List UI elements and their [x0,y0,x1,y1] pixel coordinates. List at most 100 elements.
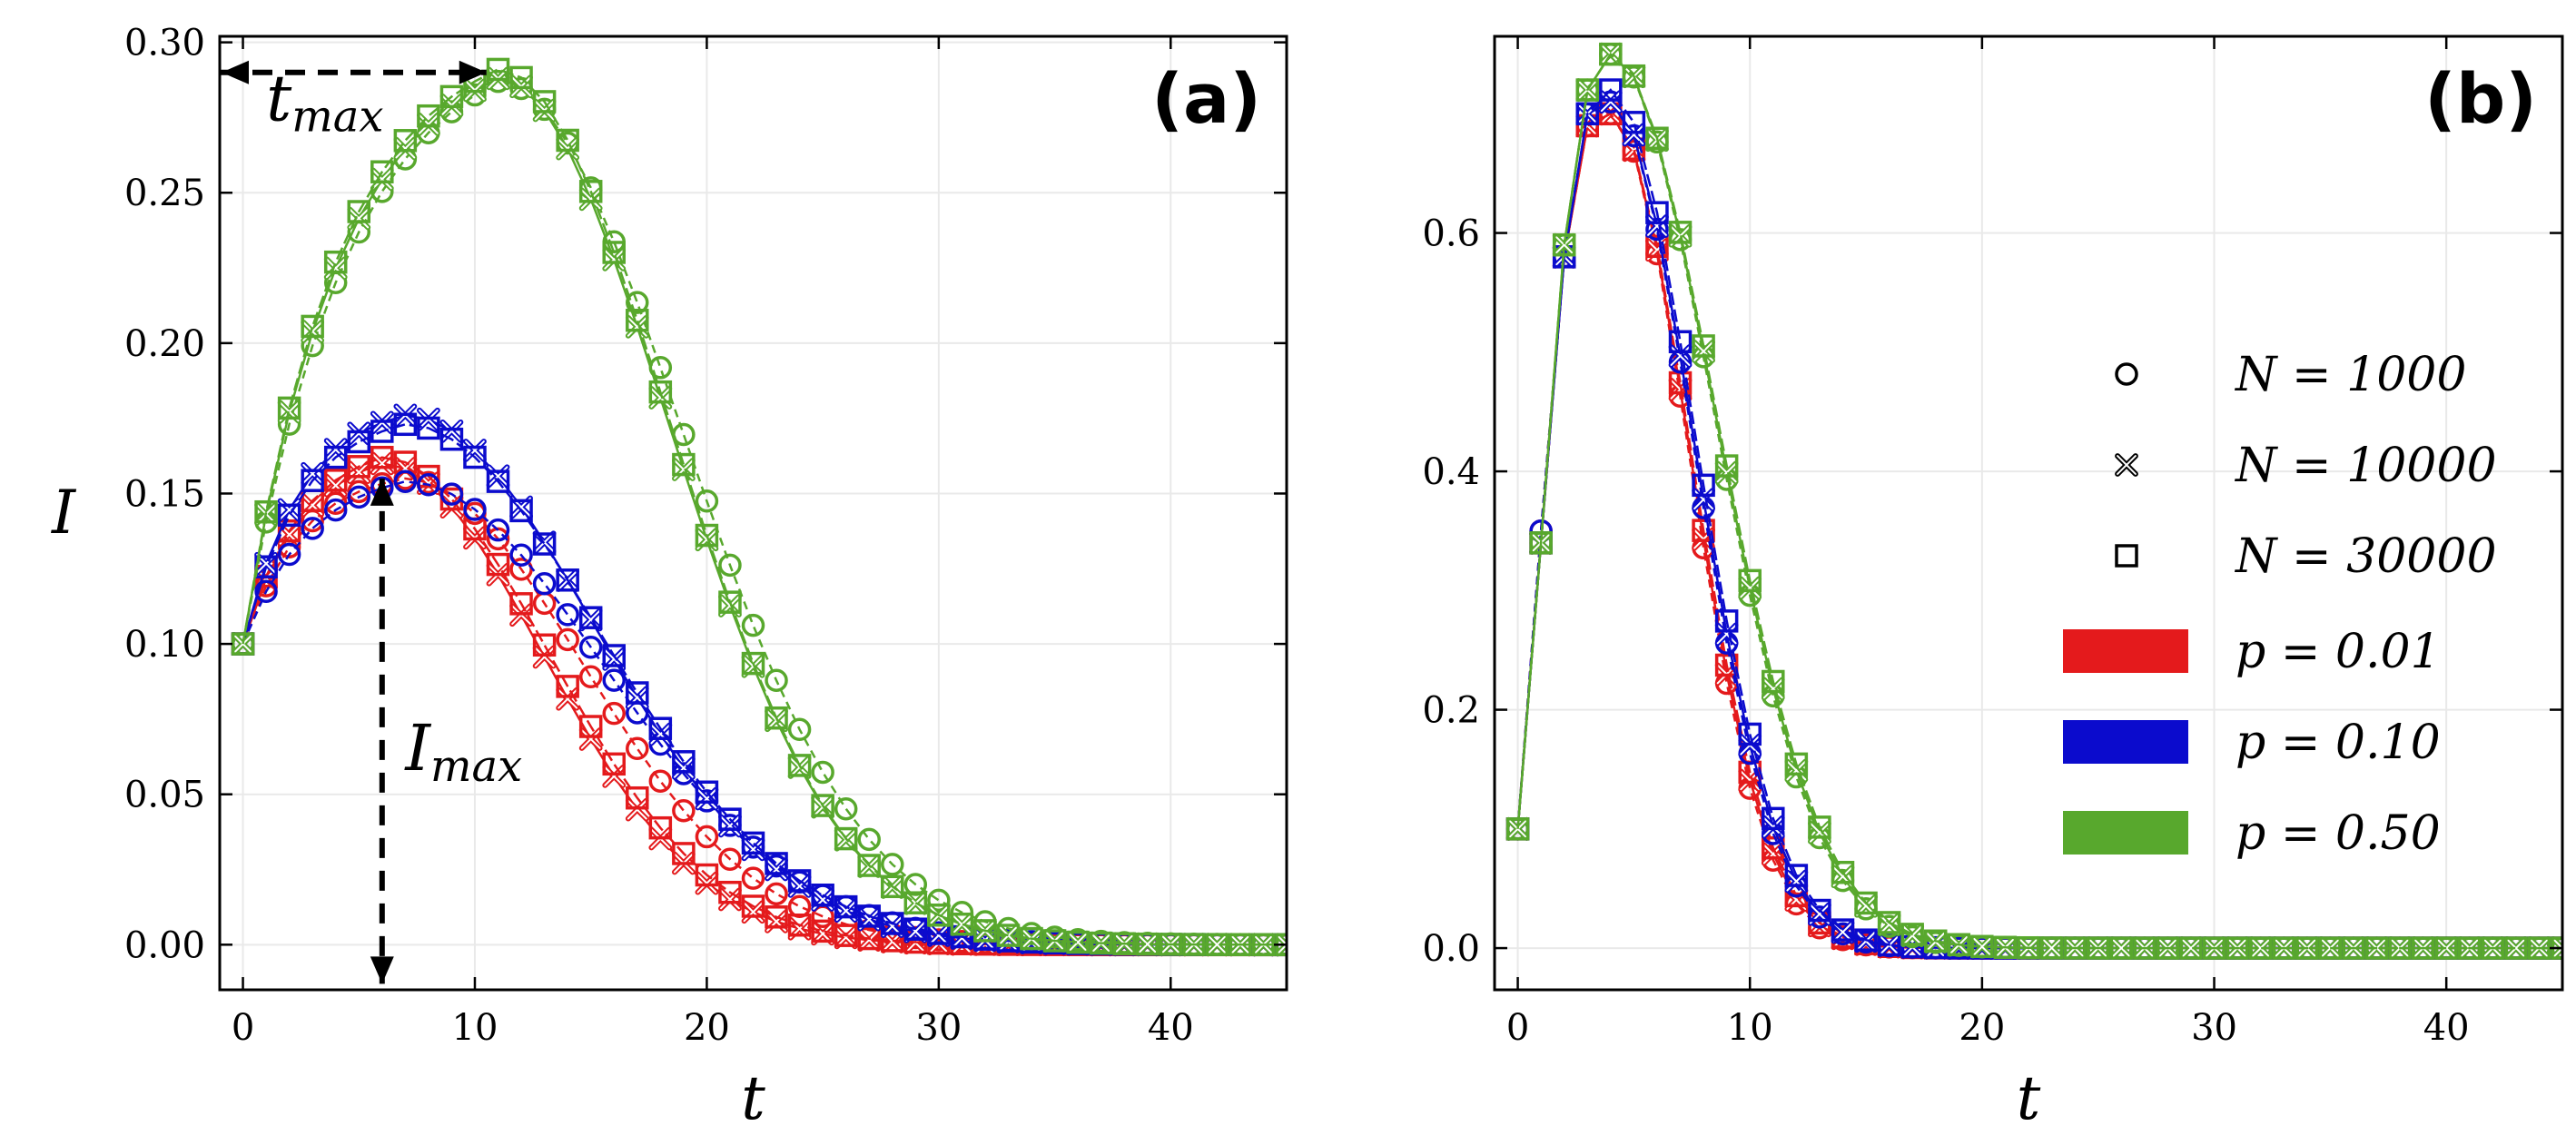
data-point [277,503,301,528]
data-point [718,553,742,578]
data-point [556,568,579,592]
data-point [463,498,487,521]
data-point [765,852,788,875]
arrowhead-left [222,60,249,84]
data-point-inner [2181,938,2201,958]
data-point [695,489,719,513]
data-point [323,498,348,522]
data-point [2481,936,2505,960]
data-point [2039,936,2064,960]
data-point [578,635,603,659]
data-point [393,469,418,493]
x-tick-label: 20 [1959,1007,2005,1049]
data-point [1575,78,1600,102]
data-point [1135,932,1160,956]
y-tick-label: 0.00 [124,924,205,966]
data-point [672,452,696,477]
data-point [393,129,418,153]
legend-label: p = 0.01 [2235,625,2441,679]
data-point-inner [371,453,392,474]
data-point [2086,936,2110,960]
data-point [648,769,673,793]
legend-color-swatch [2063,720,2188,764]
data-point [927,903,951,927]
data-point [1692,519,1715,542]
data-point [672,842,696,865]
data-point [787,717,812,742]
data-point [370,445,394,469]
data-point [787,754,812,777]
data-point [1714,653,1739,677]
data-point [463,445,487,469]
data-point-inner [2250,938,2271,958]
data-point [2156,936,2180,960]
x-axis-label: t [2017,1063,2041,1133]
data-point [1784,864,1809,887]
x-tick-label: 30 [2191,1007,2237,1049]
x-tick-label: 10 [452,1007,498,1049]
data-point [2434,936,2458,960]
annotation-max-t: tmax [220,60,487,143]
data-point [532,532,557,556]
data-point [486,552,510,577]
y-axis-label: I [51,478,77,548]
data-point [1692,473,1715,498]
y-tick-label: 0.6 [1422,213,1480,255]
data-point [556,675,579,698]
data-point [626,785,649,810]
data-point-inner [395,138,416,159]
data-point-inner [1716,462,1737,483]
data-point [1714,454,1739,478]
data-point [2388,936,2412,960]
data-point-inner [371,169,392,190]
data-point [486,57,510,82]
data-point [1923,929,1948,953]
data-point-inner [604,766,625,786]
data-point-inner [859,930,880,951]
data-point [1529,531,1553,555]
data-point-inner [627,799,647,820]
data-point-inner [627,316,647,337]
data-point [486,469,510,493]
data-point [695,780,719,805]
data-point [1020,926,1043,951]
data-point [648,815,673,840]
legend-item: p = 0.01 [2063,625,2441,679]
data-point [973,919,997,943]
data-point [765,706,788,730]
data-point [1692,334,1715,358]
legend-item: p = 0.10 [2063,716,2441,770]
x-tick-label: 10 [1727,1007,1773,1049]
data-point [301,469,324,492]
y-tick-label: 0.30 [124,23,205,64]
data-point-inner [835,927,856,948]
data-point [602,241,626,264]
arrowhead-up [370,478,394,506]
data-point-inner [720,815,740,836]
data-point-inner [743,902,764,923]
data-point-inner [1971,936,1992,957]
data-point-inner [1786,760,1807,781]
data-point [903,917,928,941]
legend-item: p = 0.50 [2063,806,2441,861]
data-point [1599,42,1623,66]
data-point [834,924,858,947]
data-point [881,912,904,935]
data-point [254,499,278,524]
data-point [741,894,765,918]
data-point [1112,932,1136,956]
data-point-inner [1507,818,1528,839]
data-point [532,90,557,114]
data-point-inner [1670,346,1691,366]
data-point [370,160,394,183]
data-point [439,427,464,451]
x-tick-label: 0 [1506,1007,1529,1049]
data-point [626,291,649,314]
data-point [1575,102,1600,126]
series-line [1516,52,2562,950]
data-point [509,592,533,616]
data-point [1714,609,1739,633]
data-point [231,632,255,656]
series-a-8 [231,57,1287,957]
